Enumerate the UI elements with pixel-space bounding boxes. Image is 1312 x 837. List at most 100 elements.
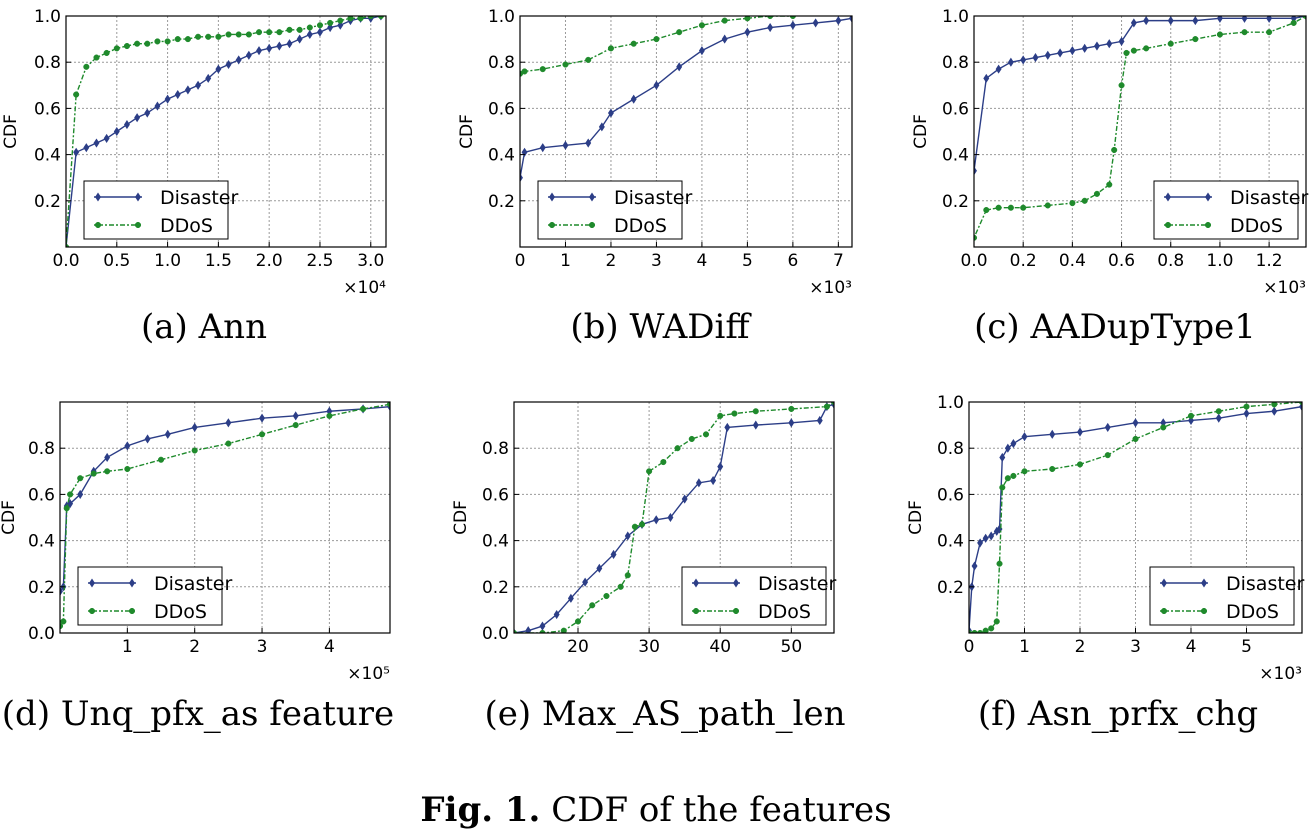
disaster-legend-marker bbox=[693, 578, 699, 588]
disaster-point bbox=[553, 609, 560, 620]
disaster-point bbox=[995, 64, 1002, 74]
disaster-point bbox=[1057, 48, 1064, 58]
ddos-point bbox=[1160, 424, 1167, 431]
disaster-point bbox=[1106, 39, 1113, 49]
disaster-point bbox=[1069, 46, 1076, 56]
plot-frame bbox=[973, 15, 1307, 248]
ddos-point bbox=[1130, 47, 1137, 54]
ddos-point bbox=[823, 403, 830, 410]
ddos-point bbox=[174, 36, 181, 43]
x-tick-label: 1 bbox=[122, 637, 133, 657]
x-tick-label: 1 bbox=[560, 251, 571, 271]
x-tick-label: 2.0 bbox=[256, 251, 283, 271]
ddos-point bbox=[988, 625, 995, 632]
ddos-point bbox=[1044, 202, 1051, 209]
disaster-point bbox=[1104, 422, 1111, 432]
y-axis-label: CDF bbox=[0, 500, 19, 535]
ddos-point bbox=[788, 405, 795, 412]
x-tick-label: 0.4 bbox=[1059, 251, 1086, 271]
ddos-point bbox=[1004, 475, 1011, 482]
y-tick-label: 0.6 bbox=[937, 485, 964, 505]
ddos-point bbox=[971, 629, 978, 633]
disaster-point bbox=[974, 166, 977, 176]
ddos-point bbox=[574, 618, 582, 625]
figure-caption: Fig. 1. CDF of the features bbox=[0, 790, 1312, 830]
y-tick-label: 0.8 bbox=[937, 439, 964, 459]
ddos-point bbox=[982, 627, 989, 633]
y-tick-label: 0.8 bbox=[34, 53, 61, 73]
ddos-point bbox=[698, 22, 705, 29]
disaster-point bbox=[256, 46, 262, 56]
series-group bbox=[974, 16, 1306, 241]
y-axis-label: CDF bbox=[911, 114, 931, 149]
disaster-series-line bbox=[514, 403, 834, 633]
disaster-point bbox=[286, 39, 293, 49]
x-tick-label: 1 bbox=[1019, 637, 1030, 657]
disaster-point bbox=[835, 16, 842, 26]
ddos-point bbox=[1104, 452, 1111, 459]
x-tick-label: 1.0 bbox=[154, 251, 181, 271]
x-tick-label: 1.0 bbox=[1206, 251, 1233, 271]
legend: Disaster DDoS bbox=[83, 180, 238, 240]
ddos-point bbox=[999, 484, 1006, 491]
ddos-point bbox=[539, 66, 546, 73]
ddos-legend-marker bbox=[134, 221, 142, 229]
disaster-point bbox=[164, 429, 171, 439]
disaster-point bbox=[174, 89, 181, 100]
x-tick-label: 5 bbox=[1241, 637, 1252, 657]
plot-frame bbox=[59, 401, 391, 634]
ddos-point bbox=[1118, 82, 1125, 89]
disaster-point bbox=[983, 73, 990, 83]
y-tick-label: 0.8 bbox=[488, 53, 515, 73]
series-group bbox=[60, 402, 390, 630]
legend: Disaster DDoS bbox=[681, 566, 836, 626]
disaster-point bbox=[93, 138, 100, 148]
y-axis-label: CDF bbox=[457, 114, 477, 149]
y-tick-label: 0.0 bbox=[482, 624, 509, 644]
y-tick-label: 0.2 bbox=[28, 578, 55, 598]
ddos-point bbox=[258, 431, 266, 438]
disaster-legend-marker bbox=[549, 192, 555, 202]
disaster-point bbox=[710, 475, 717, 486]
disaster-point bbox=[245, 50, 252, 60]
ddos-point bbox=[337, 17, 344, 24]
y-tick-label: 0.4 bbox=[937, 532, 964, 552]
disaster-point bbox=[567, 593, 574, 603]
ddos-point bbox=[674, 445, 681, 452]
disaster-point bbox=[562, 140, 569, 150]
ddos-point bbox=[660, 459, 667, 466]
ddos-point bbox=[286, 26, 293, 33]
ddos-point bbox=[1021, 468, 1028, 475]
series-group bbox=[520, 16, 852, 183]
ddos-point bbox=[789, 16, 796, 20]
ddos-point bbox=[63, 505, 70, 512]
ddos-point bbox=[1093, 190, 1101, 197]
disaster-point bbox=[296, 34, 303, 44]
ddos-point bbox=[1187, 412, 1195, 419]
disaster-point bbox=[83, 143, 90, 153]
legend: Disaster DDoS bbox=[1149, 566, 1304, 626]
ddos-legend-label: DDoS bbox=[614, 215, 667, 237]
ddos-point bbox=[1049, 465, 1056, 473]
x-tick-label: 0.0 bbox=[960, 251, 987, 271]
ddos-legend-marker bbox=[692, 607, 700, 615]
disaster-point bbox=[624, 531, 631, 541]
ddos-point bbox=[255, 29, 263, 36]
disaster-point bbox=[971, 561, 978, 571]
x-tick-label: 0.2 bbox=[1010, 251, 1037, 271]
disaster-legend-marker bbox=[95, 192, 101, 202]
ddos-point bbox=[630, 40, 637, 47]
legend: Disaster DDoS bbox=[1153, 180, 1308, 240]
ddos-point bbox=[266, 29, 273, 36]
legend: Disaster DDoS bbox=[77, 566, 232, 626]
disaster-point bbox=[184, 85, 191, 95]
ddos-point bbox=[607, 45, 615, 52]
y-tick-label: 0.4 bbox=[482, 532, 509, 552]
ddos-point bbox=[191, 447, 198, 454]
ddos-point bbox=[154, 38, 161, 45]
legend-box bbox=[681, 566, 827, 626]
ddos-point bbox=[326, 412, 333, 419]
ddos-point bbox=[1010, 472, 1017, 479]
ddos-point bbox=[1143, 45, 1150, 52]
ddos-legend-label: DDoS bbox=[758, 601, 811, 623]
